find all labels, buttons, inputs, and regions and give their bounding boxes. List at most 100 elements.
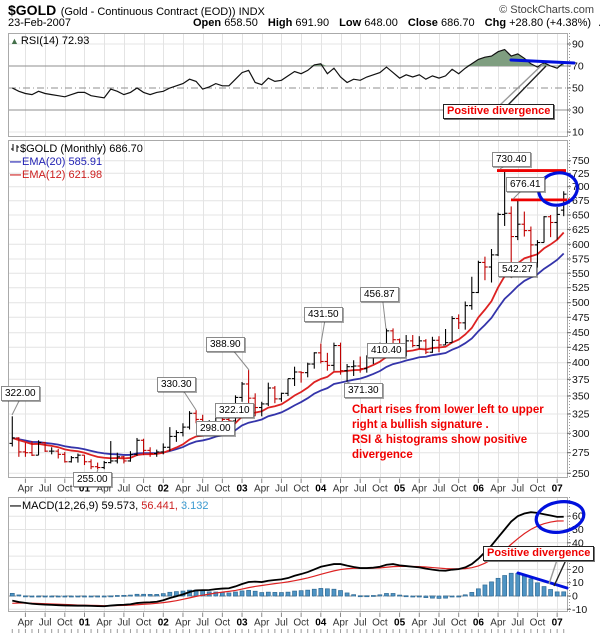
macd-histogram-bar (357, 595, 363, 598)
y-axis-label: 50 (572, 524, 584, 536)
x-axis-label: Oct (293, 618, 309, 629)
macd-histogram-bar (108, 595, 114, 598)
rsi-line (12, 48, 565, 99)
y-axis-label: 60 (572, 511, 584, 523)
low-value: 648.00 (364, 17, 398, 29)
x-axis-label: Apr (18, 618, 34, 629)
macd-histogram-bar (548, 589, 553, 597)
macd-histogram-bar (42, 595, 48, 598)
macd-histogram-bar (535, 582, 540, 597)
macd-divergence-trendline (516, 571, 569, 590)
close-label: Close (407, 17, 438, 29)
macd-histogram-bar (9, 592, 15, 597)
macd-histogram-bar (259, 592, 265, 597)
y-axis-label: 750 (572, 155, 590, 167)
y-axis-label: 500 (572, 297, 590, 309)
x-axis-label: 02 (158, 484, 170, 495)
macd-histogram-bar (305, 589, 311, 597)
panel-border (8, 140, 568, 478)
y-axis-label: 650 (572, 210, 590, 222)
y-axis-label: 400 (572, 357, 590, 369)
macd-histogram-bar (331, 588, 337, 597)
y-axis-label: 10 (572, 577, 584, 589)
macd-histogram-bar (370, 595, 376, 597)
callout-needle (507, 65, 547, 106)
macd-histogram-bar (469, 592, 475, 597)
x-axis-label: Oct (451, 484, 467, 495)
open-value: 658.50 (224, 17, 258, 29)
macd-histogram-bar (75, 595, 81, 598)
x-axis-label: Apr (18, 484, 34, 495)
x-axis-label: 03 (236, 618, 248, 629)
macd-histogram-bar (134, 593, 140, 597)
x-axis-label: 07 (552, 618, 564, 629)
macd-line (12, 511, 564, 608)
macd-histogram-bar (489, 581, 494, 597)
macd-histogram-bar (325, 588, 330, 597)
y-axis-label: 525 (572, 282, 590, 294)
x-axis-label: Apr (412, 484, 428, 495)
y-axis-label: 50 (572, 83, 584, 95)
x-axis-label: Jul (354, 484, 367, 495)
x-axis-label: Oct (136, 618, 152, 629)
x-axis-label: Oct (136, 484, 152, 495)
macd-histogram-bar (476, 588, 481, 597)
ema12-line (12, 231, 565, 460)
macd-histogram-bar (252, 590, 258, 597)
y-axis-label: 0 (572, 591, 578, 603)
macd-histogram-bar (298, 590, 304, 597)
symbol-legend: $GOLD (Monthly) 686.70 (10, 143, 143, 155)
x-axis-label: 05 (394, 618, 406, 629)
x-axis-label: Jul (39, 618, 52, 629)
macd-histogram-bar (29, 595, 35, 598)
chart-header: $GOLD (Gold - Continuous Contract (EOD))… (8, 2, 265, 20)
ema20-line (12, 252, 565, 456)
y-axis-label: 10 (572, 127, 584, 139)
price-annotation: 456.87 (360, 287, 399, 302)
x-axis-label: Apr (254, 484, 270, 495)
macd-histogram-bar (528, 578, 534, 597)
high-label: High (267, 17, 293, 29)
macd-histogram-bar (377, 594, 383, 597)
x-axis-label: Oct (57, 484, 73, 495)
x-axis-label: Oct (530, 618, 546, 629)
y-axis-label: 90 (572, 39, 584, 51)
macd-histogram-bar (272, 592, 278, 597)
y-axis-label: 575 (572, 254, 590, 266)
y-axis-label: 20 (572, 564, 584, 576)
macd-histogram-bar (423, 595, 429, 598)
price-annotation: 730.40 (492, 152, 531, 167)
y-axis-label: 70 (572, 61, 584, 73)
macd-histogram-bar (508, 572, 514, 597)
macd-histogram-bar (114, 595, 120, 597)
macd-histogram-bar (16, 594, 22, 597)
macd-histogram-bar (233, 591, 238, 597)
x-axis-label: Apr (490, 618, 506, 629)
macd-histogram-bar (416, 595, 422, 598)
macd-histogram-bar (311, 588, 317, 597)
y-axis-label: 700 (572, 181, 590, 193)
price-highlight-ellipse (537, 171, 579, 207)
x-axis-label: 02 (158, 618, 170, 629)
ema20-legend: —EMA(20) 585.91 (10, 156, 102, 168)
macd-histogram-bar (456, 595, 462, 598)
x-axis-label: 03 (236, 484, 248, 495)
macd-histogram-bar (482, 584, 488, 597)
up-arrow-icon: ▲ (597, 18, 600, 28)
y-axis-label: 375 (572, 374, 590, 386)
y-axis-label: 325 (572, 409, 590, 421)
macd-histogram-bar (521, 575, 527, 597)
line-icon-blue: — (10, 156, 21, 168)
macd-histogram-bar (541, 586, 547, 597)
price-annotation: 371.30 (344, 383, 383, 398)
x-axis-label: Apr (96, 484, 112, 495)
analyst-note: Chart rises from lower left to upper rig… (352, 403, 544, 463)
x-axis-label: Jul (511, 618, 524, 629)
y-axis-label: 275 (572, 447, 590, 459)
ohlc-chart-icon (11, 144, 19, 152)
low-label: Low (339, 17, 362, 29)
x-axis-label: Jul (39, 484, 52, 495)
ema12-legend: —EMA(12) 621.98 (10, 169, 102, 181)
y-axis-label: 250 (572, 468, 590, 480)
macd-histogram-bar (279, 592, 284, 597)
